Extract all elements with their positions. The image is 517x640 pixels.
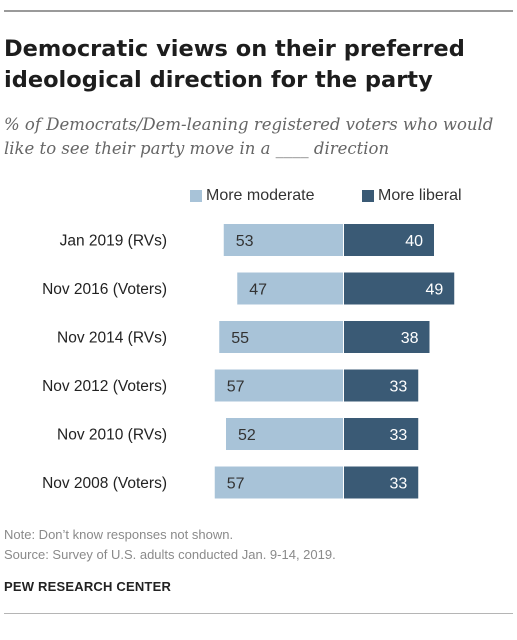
- legend-swatch-moderate: [190, 190, 202, 202]
- data-label-moderate: 47: [249, 282, 267, 299]
- data-label-moderate: 57: [227, 476, 245, 493]
- bar-liberal: [344, 466, 419, 499]
- legend-label-liberal: More liberal: [378, 187, 462, 204]
- category-label: Nov 2010 (RVs): [57, 427, 167, 444]
- data-label-liberal: 33: [389, 379, 407, 396]
- legend-label-moderate: More moderate: [206, 187, 315, 204]
- data-label-moderate: 55: [231, 330, 249, 347]
- bar-liberal: [344, 369, 419, 402]
- chart-source: Source: Survey of U.S. adults conducted …: [4, 547, 336, 562]
- bar-moderate: [223, 224, 343, 256]
- bar-moderate: [226, 418, 343, 450]
- top-rule: [4, 10, 513, 12]
- data-label-liberal: 49: [425, 282, 443, 299]
- category-label: Nov 2008 (Voters): [42, 475, 167, 492]
- bottom-rule: [4, 613, 513, 614]
- data-label-moderate: 57: [227, 379, 245, 396]
- data-label-liberal: 40: [405, 233, 423, 250]
- legend: More moderate More liberal: [0, 186, 517, 206]
- chart-note: Note: Don’t know responses not shown.: [4, 527, 234, 542]
- data-label-liberal: 33: [389, 476, 407, 493]
- category-label: Nov 2014 (RVs): [57, 330, 167, 347]
- brand-logo-text: PEW RESEARCH CENTER: [4, 579, 172, 594]
- category-label: Nov 2016 (Voters): [42, 281, 167, 298]
- data-label-moderate: 53: [236, 233, 254, 250]
- bar-moderate: [237, 272, 343, 305]
- bar-liberal: [344, 321, 430, 353]
- category-label: Jan 2019 (RVs): [60, 233, 167, 250]
- data-label-moderate: 52: [238, 427, 256, 444]
- chart-subtitle: % of Democrats/Dem-leaning registered vo…: [4, 115, 494, 158]
- chart-title: Democratic views on their preferred ideo…: [4, 36, 465, 93]
- data-label-liberal: 33: [389, 427, 407, 444]
- bar-liberal: [344, 224, 434, 256]
- category-label: Nov 2012 (Voters): [42, 378, 167, 395]
- legend-swatch-liberal: [362, 190, 374, 202]
- data-label-liberal: 38: [401, 330, 419, 347]
- bar-liberal: [344, 418, 419, 450]
- bar-liberal: [344, 272, 455, 305]
- bar-moderate: [219, 321, 343, 353]
- bar-moderate: [214, 466, 343, 499]
- bar-moderate: [214, 369, 343, 402]
